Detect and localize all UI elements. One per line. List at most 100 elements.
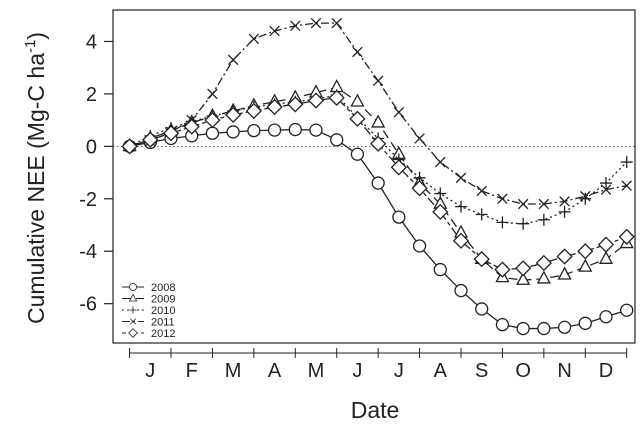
x-tick-label: M [225,360,242,382]
data-point-2008 [475,302,489,316]
data-point-2011 [476,185,487,197]
data-point-2010 [517,217,530,230]
data-point-2012 [452,232,470,249]
x-tick-label: N [557,360,571,382]
data-point-2010 [496,216,509,229]
data-point-2009 [598,250,614,264]
plot-frame [112,9,636,344]
data-point-2012 [307,92,325,109]
data-point-2011 [455,172,467,184]
x-tick-label: J [352,360,362,382]
legend-marker-2009 [128,293,138,302]
data-point-2011 [580,190,591,202]
data-point-2008 [599,310,613,324]
data-point-2012 [328,89,345,106]
data-point-2008 [620,303,634,317]
data-point-2008 [350,147,365,161]
data-point-2012 [411,180,428,197]
x-tick-label: J [394,360,404,382]
data-point-2011 [393,107,405,118]
data-point-2011 [290,20,301,31]
y-tick-label: -6 [79,294,97,316]
legend-label: 2011 [151,317,175,329]
data-point-2008 [371,176,385,190]
data-point-2008 [330,133,344,147]
data-point-2011 [269,25,280,37]
data-point-2009 [536,270,551,284]
x-tick-label: M [308,360,325,382]
data-point-2012 [494,261,511,278]
data-point-2012 [183,118,200,135]
data-point-2010 [558,205,571,218]
y-tick-label: 0 [86,136,97,158]
data-point-2010 [600,177,612,190]
y-axis-label-close: ) [23,32,49,40]
y-tick-label: 4 [86,31,97,53]
data-point-2012 [473,250,490,268]
data-point-2012 [121,138,138,155]
data-point-2008 [557,320,572,334]
y-axis-label: Cumulative NEE (Mg-C ha-1) [22,32,49,324]
data-point-2008 [247,123,261,138]
data-point-2009 [557,266,572,280]
data-point-2008 [578,316,592,330]
data-point-2008 [288,122,302,137]
y-tick-label: -4 [79,241,97,263]
data-point-2012 [266,98,283,116]
data-point-2012 [515,260,532,277]
data-point-2012 [225,106,242,124]
data-point-2009 [578,258,593,272]
data-point-2008 [267,123,282,137]
data-point-2009 [371,114,386,128]
legend-marker-2008 [129,283,137,291]
data-point-2009 [350,93,365,107]
data-point-2008 [205,126,220,140]
legend-marker-2010 [129,306,137,314]
data-point-2011 [248,33,260,45]
x-tick-label: A [434,360,448,382]
x-tick-label: O [515,360,531,382]
data-point-2011 [497,193,508,205]
data-point-2010 [620,156,633,169]
data-point-2012 [204,112,221,129]
data-point-2010 [434,187,447,200]
data-point-2008 [454,283,468,298]
data-point-2011 [414,133,425,144]
data-point-2012 [349,110,366,127]
data-point-2010 [475,208,488,221]
data-point-2012 [577,243,594,260]
legend-label: 2012 [151,328,175,340]
legend-marker-2012 [128,328,138,338]
data-point-2009 [516,271,531,285]
data-point-2008 [537,321,551,336]
data-point-2011 [352,46,363,58]
data-point-2011 [621,180,632,191]
data-point-2011 [310,17,322,29]
data-point-2008 [309,123,323,137]
data-point-2011 [331,17,342,29]
legend-label: 2010 [151,305,175,317]
y-tick-label: 2 [86,84,97,106]
data-point-2011 [517,198,529,210]
data-point-2008 [433,262,447,277]
data-point-2011 [207,88,218,100]
legend-label: 2009 [151,294,175,306]
x-tick-label: D [599,360,613,382]
data-point-2008 [495,317,510,332]
x-axis-label: Date [351,397,400,423]
data-point-2011 [538,198,550,210]
data-point-2012 [597,236,615,253]
data-point-2012 [370,135,387,152]
data-point-2008 [412,239,427,253]
data-point-2012 [618,228,635,245]
data-point-2012 [556,248,573,265]
x-tick-label: J [145,360,155,382]
y-axis-label-superscript: -1 [22,40,39,53]
data-point-2010 [455,200,467,213]
x-tick-label: S [475,360,488,382]
data-point-2012 [142,131,159,148]
data-point-2012 [535,254,552,272]
data-point-2011 [372,75,384,87]
x-tick-label: F [186,360,198,382]
